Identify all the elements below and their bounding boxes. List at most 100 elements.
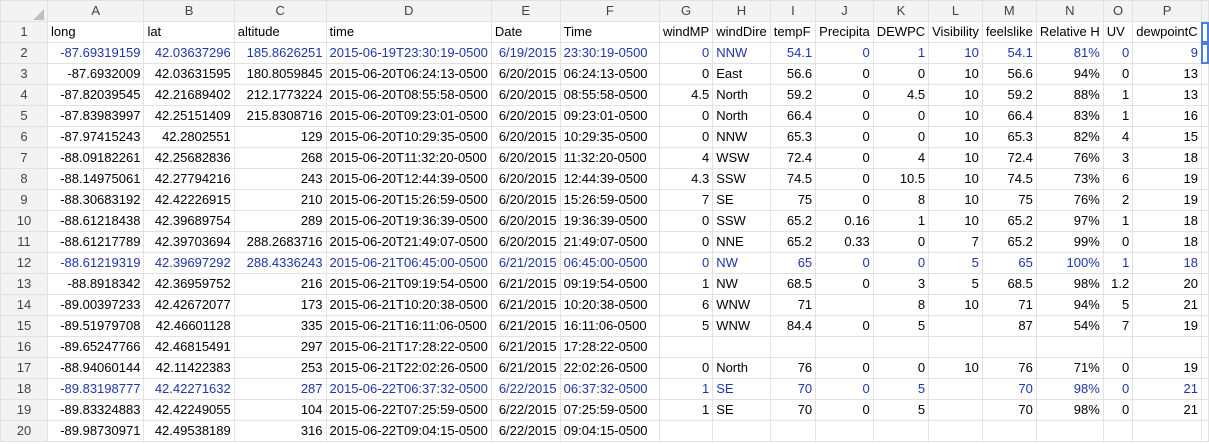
table-cell[interactable]: 21 bbox=[1132, 294, 1202, 316]
selected-cell[interactable] bbox=[1200, 42, 1209, 64]
table-cell[interactable]: 54.1 bbox=[981, 42, 1037, 64]
column-header-k[interactable]: K bbox=[872, 0, 930, 22]
table-cell[interactable]: East bbox=[712, 63, 771, 85]
column-header-n[interactable]: N bbox=[1035, 0, 1104, 22]
table-cell[interactable]: 0 bbox=[815, 252, 874, 274]
table-cell[interactable]: 0 bbox=[815, 168, 874, 190]
table-cell[interactable]: 2015-06-21T16:11:06-0500 bbox=[325, 315, 492, 337]
table-cell[interactable]: 2015-06-20T19:36:39-0500 bbox=[325, 210, 492, 232]
table-cell[interactable]: 68.5 bbox=[769, 273, 817, 295]
row-number[interactable]: 10 bbox=[0, 210, 48, 232]
table-cell[interactable]: 9 bbox=[1132, 42, 1202, 64]
table-cell[interactable]: 66.4 bbox=[981, 105, 1037, 127]
table-cell[interactable]: 16 bbox=[1132, 105, 1202, 127]
column-title-cell[interactable]: tempF bbox=[769, 21, 817, 43]
table-cell[interactable]: -88.61218438 bbox=[46, 210, 145, 232]
table-cell[interactable] bbox=[1200, 189, 1209, 211]
table-cell[interactable]: 18 bbox=[1132, 210, 1202, 232]
table-cell[interactable]: 335 bbox=[233, 315, 327, 337]
table-cell[interactable]: 83% bbox=[1035, 105, 1104, 127]
row-number[interactable]: 11 bbox=[0, 231, 48, 253]
table-cell[interactable]: 0 bbox=[815, 399, 874, 421]
table-cell[interactable]: -87.97415243 bbox=[46, 126, 145, 148]
table-cell[interactable]: 0 bbox=[872, 231, 930, 253]
table-cell[interactable]: 84.4 bbox=[769, 315, 817, 337]
table-cell[interactable]: 22:02:26-0500 bbox=[559, 357, 660, 379]
table-cell[interactable]: 8 bbox=[872, 294, 930, 316]
table-cell[interactable] bbox=[928, 420, 983, 442]
table-cell[interactable]: 5 bbox=[872, 378, 930, 400]
table-cell[interactable]: 19 bbox=[1132, 189, 1202, 211]
row-number[interactable]: 2 bbox=[0, 42, 48, 64]
table-cell[interactable] bbox=[769, 336, 817, 358]
column-header-j[interactable]: J bbox=[815, 0, 874, 22]
table-cell[interactable] bbox=[1200, 210, 1209, 232]
table-cell[interactable] bbox=[1200, 315, 1209, 337]
row-number[interactable]: 14 bbox=[0, 294, 48, 316]
table-cell[interactable] bbox=[1200, 126, 1209, 148]
table-cell[interactable]: 6/21/2015 bbox=[490, 294, 561, 316]
column-header-b[interactable]: B bbox=[143, 0, 235, 22]
table-cell[interactable] bbox=[1200, 63, 1209, 85]
table-cell[interactable]: 88% bbox=[1035, 84, 1104, 106]
table-cell[interactable]: 129 bbox=[233, 126, 327, 148]
table-cell[interactable]: 0 bbox=[872, 105, 930, 127]
table-cell[interactable]: 210 bbox=[233, 189, 327, 211]
table-cell[interactable]: 16:11:06-0500 bbox=[559, 315, 660, 337]
row-number[interactable]: 16 bbox=[0, 336, 48, 358]
table-cell[interactable]: 4 bbox=[658, 147, 714, 169]
column-header-m[interactable]: M bbox=[981, 0, 1037, 22]
table-cell[interactable]: 42.27794216 bbox=[143, 168, 235, 190]
table-cell[interactable]: 0.33 bbox=[815, 231, 874, 253]
column-title-cell[interactable]: long bbox=[46, 21, 145, 43]
table-cell[interactable]: 13 bbox=[1132, 63, 1202, 85]
table-cell[interactable]: 97% bbox=[1035, 210, 1104, 232]
table-cell[interactable]: 215.8308716 bbox=[233, 105, 327, 127]
table-cell[interactable]: 42.25151409 bbox=[143, 105, 235, 127]
column-header-e[interactable]: E bbox=[490, 0, 561, 22]
table-cell[interactable]: 2015-06-22T06:37:32-0500 bbox=[325, 378, 492, 400]
table-cell[interactable]: SSW bbox=[712, 210, 771, 232]
table-cell[interactable]: 0.16 bbox=[815, 210, 874, 232]
table-cell[interactable]: 56.6 bbox=[981, 63, 1037, 85]
column-title-cell[interactable]: Visibility bbox=[928, 21, 983, 43]
table-cell[interactable]: 5 bbox=[872, 315, 930, 337]
table-cell[interactable] bbox=[815, 420, 874, 442]
column-title-cell[interactable]: Time bbox=[559, 21, 660, 43]
table-cell[interactable]: 253 bbox=[233, 357, 327, 379]
table-cell[interactable]: 71% bbox=[1035, 357, 1104, 379]
table-cell[interactable]: 68.5 bbox=[981, 273, 1037, 295]
table-cell[interactable] bbox=[1035, 420, 1104, 442]
column-title-cell[interactable]: feelslike bbox=[981, 21, 1037, 43]
table-cell[interactable] bbox=[1200, 273, 1209, 295]
table-cell[interactable]: 6/22/2015 bbox=[490, 399, 561, 421]
table-cell[interactable]: 2015-06-20T12:44:39-0500 bbox=[325, 168, 492, 190]
table-cell[interactable]: NNW bbox=[712, 126, 771, 148]
table-cell[interactable]: 7 bbox=[928, 231, 983, 253]
table-cell[interactable] bbox=[1200, 231, 1209, 253]
table-cell[interactable]: 216 bbox=[233, 273, 327, 295]
column-title-cell[interactable]: windDire bbox=[712, 21, 771, 43]
table-cell[interactable]: 65.2 bbox=[769, 210, 817, 232]
table-cell[interactable] bbox=[712, 420, 771, 442]
table-cell[interactable]: 82% bbox=[1035, 126, 1104, 148]
table-cell[interactable]: 42.03631595 bbox=[143, 63, 235, 85]
table-cell[interactable]: 6 bbox=[1102, 168, 1134, 190]
table-cell[interactable]: 65.2 bbox=[981, 231, 1037, 253]
row-number[interactable]: 4 bbox=[0, 84, 48, 106]
row-number[interactable]: 3 bbox=[0, 63, 48, 85]
table-cell[interactable]: SE bbox=[712, 378, 771, 400]
table-cell[interactable]: 42.21689402 bbox=[143, 84, 235, 106]
table-cell[interactable]: 6/20/2015 bbox=[490, 126, 561, 148]
table-cell[interactable]: 10 bbox=[928, 42, 983, 64]
table-cell[interactable]: 0 bbox=[815, 147, 874, 169]
row-number[interactable]: 18 bbox=[0, 378, 48, 400]
table-cell[interactable]: 56.6 bbox=[769, 63, 817, 85]
table-cell[interactable]: 09:23:01-0500 bbox=[559, 105, 660, 127]
table-cell[interactable]: 20 bbox=[1132, 273, 1202, 295]
table-cell[interactable]: 76 bbox=[981, 357, 1037, 379]
table-cell[interactable]: 6/20/2015 bbox=[490, 63, 561, 85]
table-cell[interactable]: 21 bbox=[1132, 399, 1202, 421]
table-cell[interactable]: 1.2 bbox=[1102, 273, 1134, 295]
column-header-o[interactable]: O bbox=[1102, 0, 1134, 22]
